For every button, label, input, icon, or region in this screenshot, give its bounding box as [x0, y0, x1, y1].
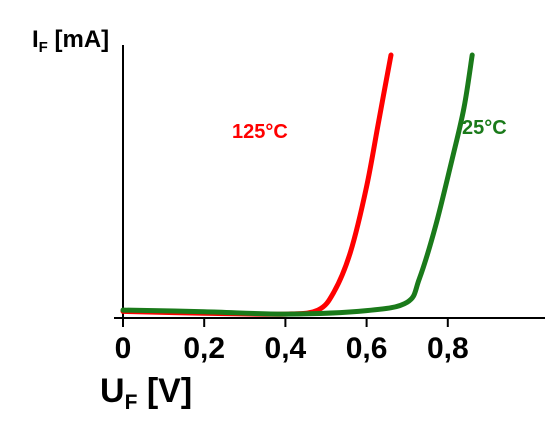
x-axis-title-main: U [100, 372, 125, 410]
x-axis-title-unit: [V] [137, 372, 192, 410]
x-tick-label: 0 [115, 332, 132, 365]
x-tick-label: 0,6 [346, 332, 388, 365]
x-tick-label: 0,2 [183, 332, 225, 365]
series-label: 25°C [462, 117, 507, 139]
series-layer [120, 52, 475, 317]
x-axis-title-sub: F [125, 391, 138, 414]
series-line [120, 52, 394, 317]
series-line [120, 52, 475, 317]
y-axis-title-main: I [32, 26, 39, 53]
x-axis-title: UF [V] [100, 372, 192, 414]
x-ticks: 0 0,2 0,4 0,6 0,8 [115, 318, 469, 365]
x-tick-label: 0,8 [427, 332, 469, 365]
x-tick-label: 0,4 [265, 332, 307, 365]
y-axis-title: IF [mA] [32, 26, 109, 56]
y-axis-title-unit: [mA] [48, 26, 109, 53]
series-labels: 125°C 25°C [232, 117, 507, 143]
series-label: 125°C [232, 121, 288, 143]
axes [114, 45, 545, 319]
y-axis-title-sub: F [39, 39, 48, 56]
